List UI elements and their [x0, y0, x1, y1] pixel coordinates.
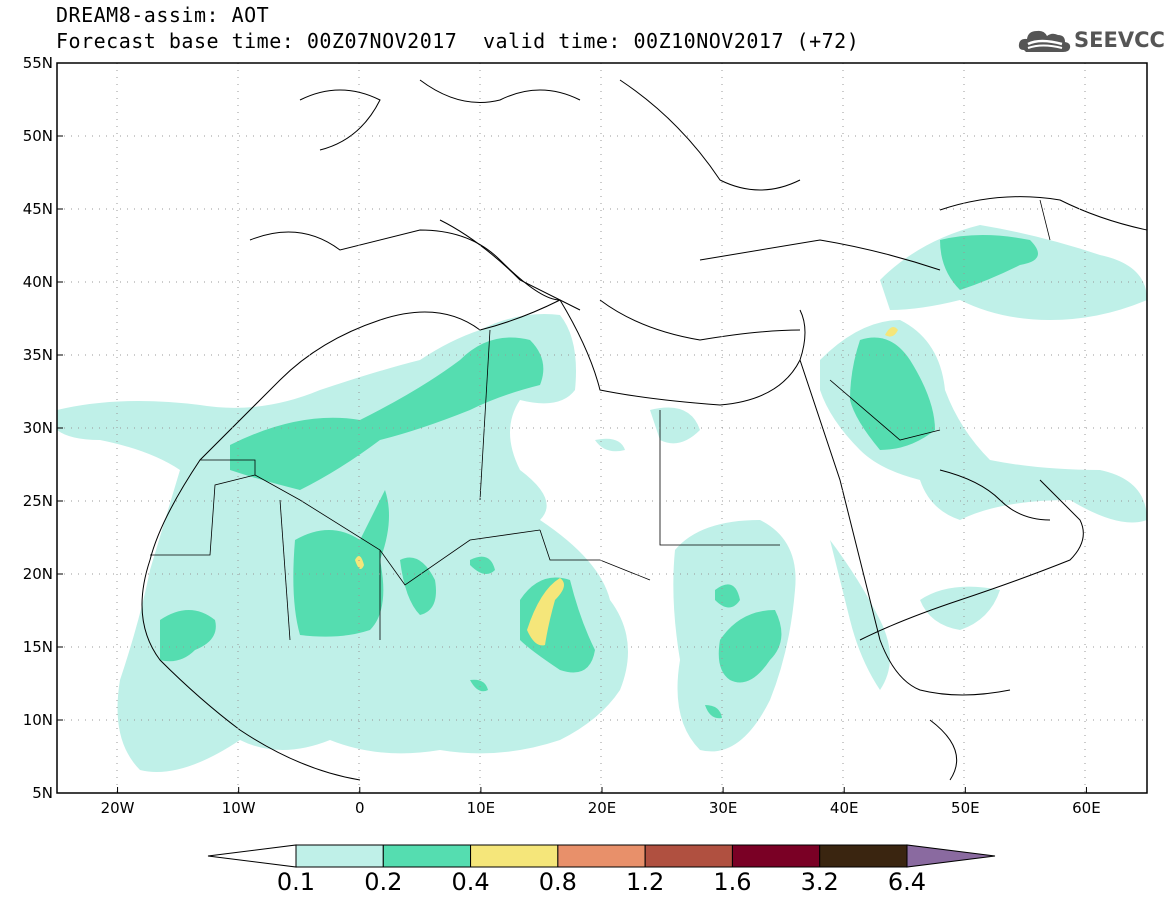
colorbar-level-label: 0.1: [276, 868, 316, 896]
latitude-axis: 55N 50N 45N 40N 35N 30N 25N 20N 15N 10N 5N: [23, 54, 63, 802]
lon-label: 0: [355, 799, 365, 817]
colorbar-swatch: [644, 844, 733, 868]
cloud-icon: [1018, 30, 1071, 52]
colorbar-swatch: [470, 844, 559, 868]
logo-text: SEEVCCC: [1074, 28, 1165, 52]
coastlines: [141, 79, 1147, 781]
colorbar-level-label: 1.2: [626, 868, 665, 896]
lat-label: 10N: [23, 711, 53, 729]
seevccc-logo: SEEVCCC: [1018, 26, 1165, 56]
colorbar-level-label: 0.4: [451, 868, 490, 896]
colorbar: [207, 844, 996, 868]
lat-label: 40N: [23, 273, 53, 291]
graticule: [57, 63, 1147, 793]
lat-label: 15N: [23, 638, 53, 656]
colorbar-swatch: [295, 844, 384, 868]
colorbar-level-label: 6.4: [887, 868, 927, 896]
aot-level-0.2-shading: [160, 235, 1038, 719]
colorbar-level-label: 1.6: [713, 868, 752, 896]
forecast-base-time: Forecast base time: 00Z07NOV2017: [56, 29, 458, 53]
aot-level-0.1-shading: [57, 225, 1147, 772]
map-title: DREAM8-assim: AOT: [56, 3, 270, 27]
lon-label: 60E: [1072, 799, 1101, 817]
lon-label: 40E: [830, 799, 859, 817]
lat-label: 55N: [23, 54, 53, 72]
lat-label: 25N: [23, 492, 53, 510]
lat-label: 45N: [23, 200, 53, 218]
colorbar-level-label: 3.2: [800, 868, 839, 896]
colorbar-under-arrow: [207, 844, 297, 868]
lat-label: 30N: [23, 419, 53, 437]
lat-label: 5N: [32, 784, 53, 802]
lon-label: 20E: [588, 799, 617, 817]
lon-label: 10E: [467, 799, 496, 817]
colorbar-swatch: [557, 844, 646, 868]
lon-label: 10W: [222, 799, 256, 817]
lat-label: 50N: [23, 127, 53, 145]
colorbar-over-arrow: [906, 844, 996, 868]
colorbar-level-label: 0.2: [364, 868, 403, 896]
country-borders: [150, 199, 1051, 641]
lat-label: 20N: [23, 565, 53, 583]
colorbar-swatch: [382, 844, 472, 868]
valid-time: valid time: 00Z10NOV2017 (+72): [483, 29, 860, 53]
lon-label: 30E: [709, 799, 738, 817]
longitude-axis: 20W 10W 0 10E 20E 30E 40E 50E 60E: [101, 787, 1101, 817]
colorbar-swatch: [731, 844, 821, 868]
colorbar-level-label: 0.8: [538, 868, 577, 896]
lat-label: 35N: [23, 346, 53, 364]
lon-label: 50E: [951, 799, 980, 817]
lon-label: 20W: [101, 799, 135, 817]
aot-level-0.4-shading: [355, 326, 898, 646]
colorbar-swatch: [819, 844, 908, 868]
